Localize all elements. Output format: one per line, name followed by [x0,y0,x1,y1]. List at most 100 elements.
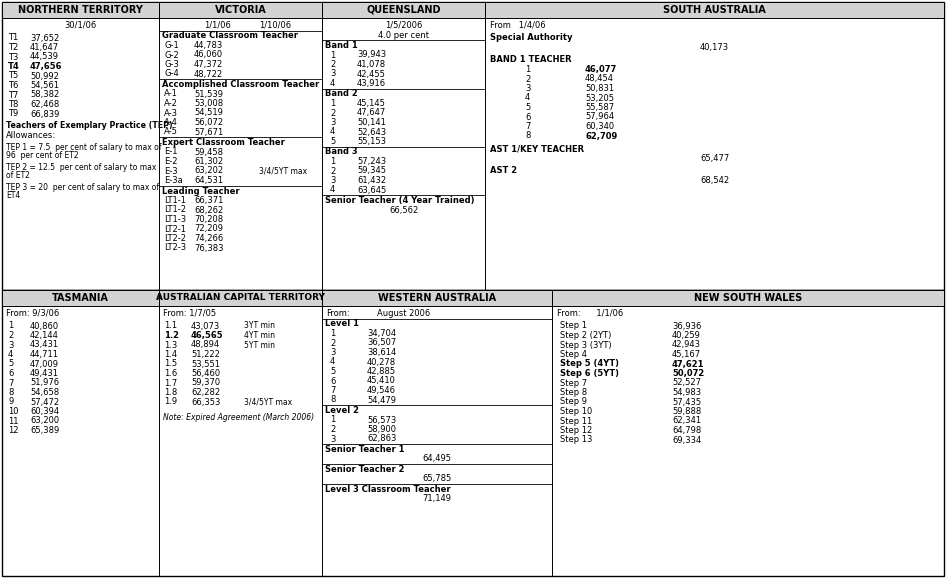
Text: 8: 8 [525,132,531,140]
Text: Step 9: Step 9 [560,398,587,406]
Text: From:      1/1/06: From: 1/1/06 [557,309,623,318]
Text: From: 9/3/06: From: 9/3/06 [6,309,60,318]
Text: 59,888: 59,888 [672,407,701,416]
Text: 5: 5 [525,103,531,112]
Text: LT2-3: LT2-3 [164,243,186,253]
Text: 3: 3 [330,348,336,357]
Text: QUEENSLAND: QUEENSLAND [366,5,441,15]
Text: 3: 3 [525,84,531,93]
Text: 50,992: 50,992 [30,72,59,80]
Text: 7: 7 [525,122,531,131]
Text: T3: T3 [8,53,18,61]
Text: 3: 3 [330,118,336,127]
Text: Special Authority: Special Authority [490,34,572,43]
Text: 58,900: 58,900 [367,425,396,434]
Text: LT1-2: LT1-2 [164,206,186,214]
Text: 96  per cent of ET2: 96 per cent of ET2 [6,151,79,161]
Text: 2: 2 [8,331,13,340]
Text: G-4: G-4 [164,69,179,79]
Text: 47,647: 47,647 [357,109,386,117]
Text: 4: 4 [330,186,335,195]
Text: 65,785: 65,785 [422,475,451,484]
Text: E-2: E-2 [164,157,178,166]
Text: 60,340: 60,340 [585,122,614,131]
Bar [322,2,485,18]
Text: 48,722: 48,722 [194,69,223,79]
Text: 37,652: 37,652 [30,34,60,43]
Text: 50,141: 50,141 [357,118,386,127]
Text: T7: T7 [8,91,18,99]
Text: 6: 6 [8,369,13,378]
Text: 62,709: 62,709 [585,132,617,140]
Text: 5: 5 [330,137,335,146]
Text: Step 6 (5YT): Step 6 (5YT) [560,369,619,378]
Text: 1: 1 [330,329,335,338]
Text: TEP 2 = 12.5  per cent of salary to max: TEP 2 = 12.5 per cent of salary to max [6,163,156,172]
Text: 68,542: 68,542 [700,176,729,186]
Text: 3: 3 [330,176,336,185]
Text: 3YT min: 3YT min [244,321,275,331]
Text: 54,479: 54,479 [367,395,396,405]
Text: Band 1: Band 1 [325,41,358,50]
Text: 52,643: 52,643 [357,128,386,136]
Text: Step 13: Step 13 [560,435,592,444]
Text: 1: 1 [525,65,531,74]
Text: TEP 1 = 7.5  per cent of salary to max of: TEP 1 = 7.5 per cent of salary to max of [6,143,162,152]
Text: 44,783: 44,783 [194,41,223,50]
Text: 12: 12 [8,426,19,435]
Text: 4: 4 [330,79,335,88]
Text: 42,943: 42,943 [672,340,701,350]
Text: 3/4/5YT max: 3/4/5YT max [244,398,292,406]
Text: Step 8: Step 8 [560,388,587,397]
Text: 74,266: 74,266 [194,234,223,243]
Text: Band 3: Band 3 [325,147,358,157]
Text: 3: 3 [330,69,336,79]
Text: 48,894: 48,894 [191,340,220,350]
Text: BAND 1 TEACHER: BAND 1 TEACHER [490,55,571,65]
Text: From   1/4/06: From 1/4/06 [490,21,546,30]
Text: 55,587: 55,587 [585,103,614,112]
Text: A-3: A-3 [164,109,178,117]
Text: TEP 3 = 20  per cent of salary to max of: TEP 3 = 20 per cent of salary to max of [6,183,159,192]
Text: of ET2: of ET2 [6,172,30,180]
Bar [2,290,159,306]
Text: 3: 3 [8,340,13,350]
Text: 4: 4 [525,94,531,102]
Text: Step 4: Step 4 [560,350,587,359]
Text: Step 10: Step 10 [560,407,592,416]
Text: 40,860: 40,860 [30,321,59,331]
Text: AST 1/KEY TEACHER: AST 1/KEY TEACHER [490,144,584,153]
Text: 47,009: 47,009 [30,360,59,369]
Text: 1.3: 1.3 [164,340,177,350]
Text: 2: 2 [330,166,335,176]
Text: 11: 11 [8,417,19,425]
Text: 49,431: 49,431 [30,369,59,378]
Text: 51,222: 51,222 [191,350,219,359]
Text: LT1-1: LT1-1 [164,196,186,205]
Text: 64,495: 64,495 [423,454,451,464]
Bar [159,290,322,306]
Text: 47,372: 47,372 [194,60,223,69]
Text: 54,561: 54,561 [30,81,59,90]
Text: 42,144: 42,144 [30,331,59,340]
Text: 56,072: 56,072 [194,118,223,127]
Text: 68,262: 68,262 [194,206,223,214]
Text: 49,546: 49,546 [367,386,396,395]
Text: T4: T4 [8,62,20,71]
Text: 43,916: 43,916 [357,79,386,88]
Text: 53,205: 53,205 [585,94,614,102]
Text: 42,885: 42,885 [367,367,396,376]
Text: 2: 2 [525,75,531,83]
Text: 39,943: 39,943 [357,50,386,60]
Text: 45,410: 45,410 [367,376,395,386]
Text: 1: 1 [330,99,335,108]
Text: 57,243: 57,243 [357,157,386,166]
Text: 36,507: 36,507 [367,339,396,347]
Text: 76,383: 76,383 [194,243,223,253]
Text: Level 1: Level 1 [325,320,359,328]
Text: AST 2: AST 2 [490,166,517,175]
Text: 1.2: 1.2 [164,331,179,340]
Text: G-3: G-3 [164,60,179,69]
Text: Graduate Classroom Teacher: Graduate Classroom Teacher [162,31,298,40]
Text: 65,389: 65,389 [30,426,60,435]
